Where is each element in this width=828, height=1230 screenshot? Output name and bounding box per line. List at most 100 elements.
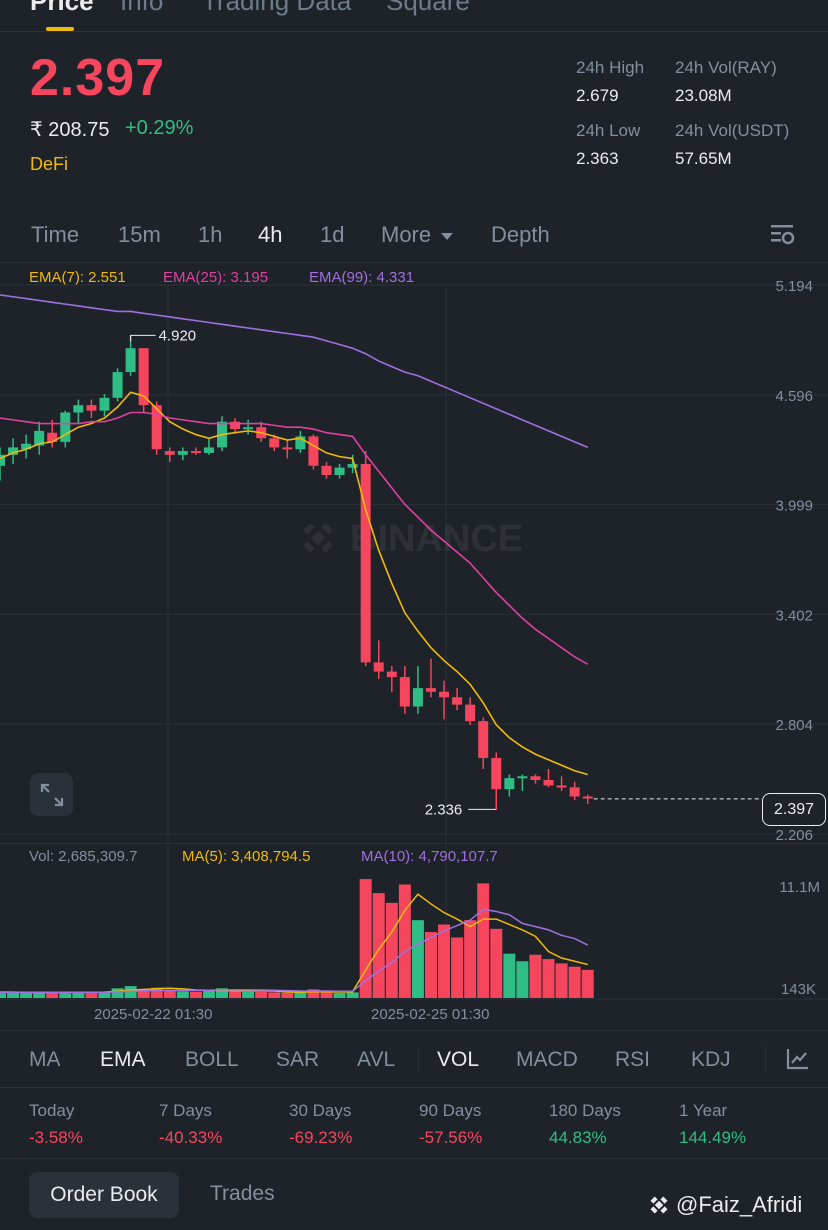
chart-settings-icon[interactable] (770, 222, 796, 248)
vol-usdt-label: 24h Vol(USDT) (675, 121, 790, 140)
volume-bar (542, 959, 555, 998)
performance-label: 7 Days (159, 1101, 212, 1120)
timeframe-depth[interactable]: Depth (491, 222, 550, 247)
volume-bar (124, 986, 137, 998)
volume-bar (7, 992, 20, 998)
volume-bar (385, 902, 398, 998)
ema99-line (0, 294, 589, 449)
volume-bar (202, 990, 215, 998)
fullscreen-button[interactable] (30, 773, 73, 816)
candle-body (73, 405, 84, 413)
indicator-sar[interactable]: SAR (276, 1048, 320, 1071)
trades-tab[interactable]: Trades (210, 1182, 275, 1205)
credit-text: @Faiz_Afridi (676, 1192, 803, 1217)
ma10-legend: MA(10): 4,790,107.7 (361, 848, 498, 865)
candle-body (569, 787, 580, 797)
indicator-vol[interactable]: VOL (437, 1048, 480, 1071)
candle-body (334, 467, 345, 475)
volume-bar (20, 992, 33, 998)
tab-info[interactable]: Info (120, 0, 164, 16)
volume-axis-label: 11.1M (779, 879, 820, 896)
indicator-boll[interactable]: BOLL (185, 1048, 239, 1071)
volume-bar (216, 988, 229, 998)
candle-body (491, 757, 502, 790)
candle-body (543, 779, 554, 786)
candle-body (151, 405, 162, 450)
volume-bar (568, 966, 581, 998)
credit-watermark: @Faiz_Afridi (646, 1192, 802, 1218)
volume-bar (320, 991, 333, 998)
low-marker-label: 2.336 (425, 801, 463, 818)
candle-body (112, 372, 123, 398)
low-value: 2.363 (576, 149, 619, 168)
category-tag[interactable]: DeFi (30, 154, 69, 174)
volume-bar (529, 954, 542, 998)
divider (765, 1045, 766, 1073)
indicator-settings-icon[interactable] (786, 1047, 810, 1071)
candle-body (347, 463, 358, 468)
volume-bar (581, 969, 594, 998)
volume-bar (490, 928, 503, 998)
indicator-avl[interactable]: AVL (357, 1048, 396, 1071)
ma10-line (0, 908, 589, 994)
candle-body (295, 436, 306, 450)
volume-bar (229, 991, 242, 998)
indicator-ma[interactable]: MA (29, 1048, 61, 1071)
tab-trading-data[interactable]: Trading Data (202, 0, 352, 16)
price-chart[interactable]: BINANCE 4.920 2.336 5.194 4.596 3.999 3.402 2… (0, 0, 828, 1040)
indicator-macd[interactable]: MACD (516, 1048, 578, 1071)
price-change: +0.29% (125, 117, 194, 139)
timeframe-4h[interactable]: 4h (258, 222, 283, 247)
candle-body (138, 348, 149, 406)
timeframe-more-label: More (381, 222, 432, 247)
performance-value: -40.33% (159, 1128, 223, 1147)
y-axis-label: 5.194 (775, 278, 813, 295)
order-book-tab[interactable]: Order Book (29, 1172, 179, 1218)
performance-label: 90 Days (419, 1101, 482, 1120)
candle-body (452, 697, 463, 705)
tab-price[interactable]: Price (30, 0, 94, 16)
volume-bar (176, 991, 189, 998)
volume-bar (111, 988, 124, 998)
performance-value: 44.83% (549, 1128, 607, 1147)
candle-body (21, 443, 32, 450)
performance-value: -3.58% (29, 1128, 83, 1147)
indicator-kdj[interactable]: KDJ (691, 1048, 731, 1071)
performance-value: -69.23% (289, 1128, 353, 1147)
volume-bar (398, 884, 411, 998)
indicator-ema[interactable]: EMA (100, 1048, 146, 1071)
candle-body (425, 688, 436, 692)
performance-label: 30 Days (289, 1101, 352, 1120)
volume-bar (46, 992, 59, 998)
timeframe-1h[interactable]: 1h (198, 222, 223, 247)
volume-bar (189, 991, 202, 998)
binance-square-icon (650, 1196, 668, 1214)
candle-body (86, 405, 97, 411)
high-label: 24h High (576, 58, 645, 77)
candle-body (556, 785, 567, 788)
y-axis-label: 3.402 (775, 607, 813, 624)
volume-bar (150, 987, 163, 998)
timeframe-15m[interactable]: 15m (118, 222, 161, 247)
volume-bar (346, 992, 359, 998)
timeframe-1d[interactable]: 1d (320, 222, 345, 247)
candle-body (530, 776, 541, 780)
ema25-legend: EMA(25): 3.195 (163, 269, 269, 286)
tab-square[interactable]: Square (386, 0, 470, 16)
vol-ray-value: 23.08M (675, 86, 732, 105)
divider (0, 262, 828, 263)
volume-bar (424, 932, 437, 998)
volume-bar (555, 963, 568, 998)
candle-body (177, 451, 188, 455)
performance-label: 1 Year (679, 1101, 728, 1120)
timeframe-more[interactable]: More (381, 222, 454, 248)
volume-bar (372, 893, 385, 998)
volume-bar (0, 992, 6, 998)
divider (418, 1047, 419, 1071)
timeframe-time[interactable]: Time (31, 222, 80, 247)
indicator-rsi[interactable]: RSI (615, 1048, 651, 1071)
watermark: BINANCE (303, 518, 523, 560)
candle-body (0, 454, 5, 466)
vol-ray-label: 24h Vol(RAY) (675, 58, 777, 77)
candle-body (99, 397, 110, 411)
